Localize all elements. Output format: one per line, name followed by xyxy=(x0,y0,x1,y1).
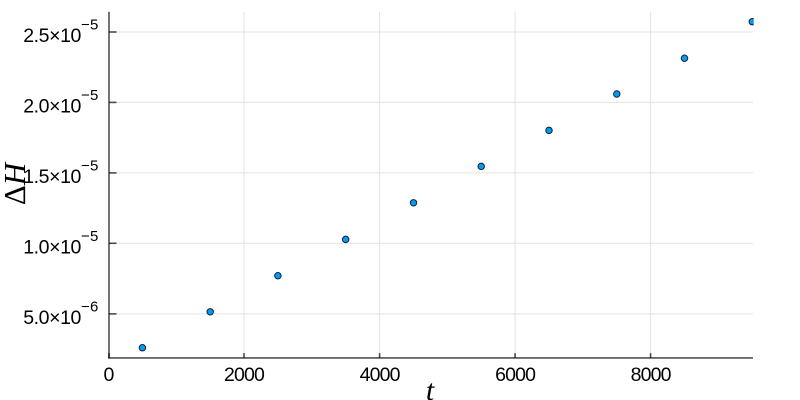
svg-text:6000: 6000 xyxy=(495,364,536,386)
svg-text:8000: 8000 xyxy=(631,364,672,386)
svg-text:ΔH: ΔH xyxy=(0,161,32,205)
svg-text:0: 0 xyxy=(104,364,115,386)
svg-text:4000: 4000 xyxy=(360,364,401,386)
svg-text:t: t xyxy=(426,374,435,400)
svg-text:2000: 2000 xyxy=(224,364,265,386)
